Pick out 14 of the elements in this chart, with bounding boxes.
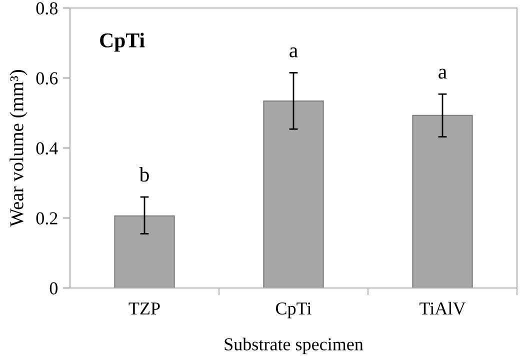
x-tick-label: TZP: [128, 302, 160, 314]
y-axis-title: Wear volume (mm³): [10, 70, 28, 227]
y-tick-label: 0.4: [36, 142, 58, 155]
x-tick-label: CpTi: [276, 302, 312, 318]
annotation: a: [290, 47, 298, 58]
annotation: b: [139, 166, 149, 182]
y-tick-label: 0.8: [36, 2, 58, 15]
y-tick-label: 0.6: [36, 72, 58, 85]
annotation: a: [438, 68, 447, 79]
y-tick-label: 0: [50, 282, 58, 294]
y-tick-label: 0.2: [36, 212, 58, 225]
text: CpTi: [100, 32, 145, 52]
x-axis-title: Substrate specimen: [224, 338, 364, 354]
x-tick-label: TiAlV: [420, 302, 466, 315]
